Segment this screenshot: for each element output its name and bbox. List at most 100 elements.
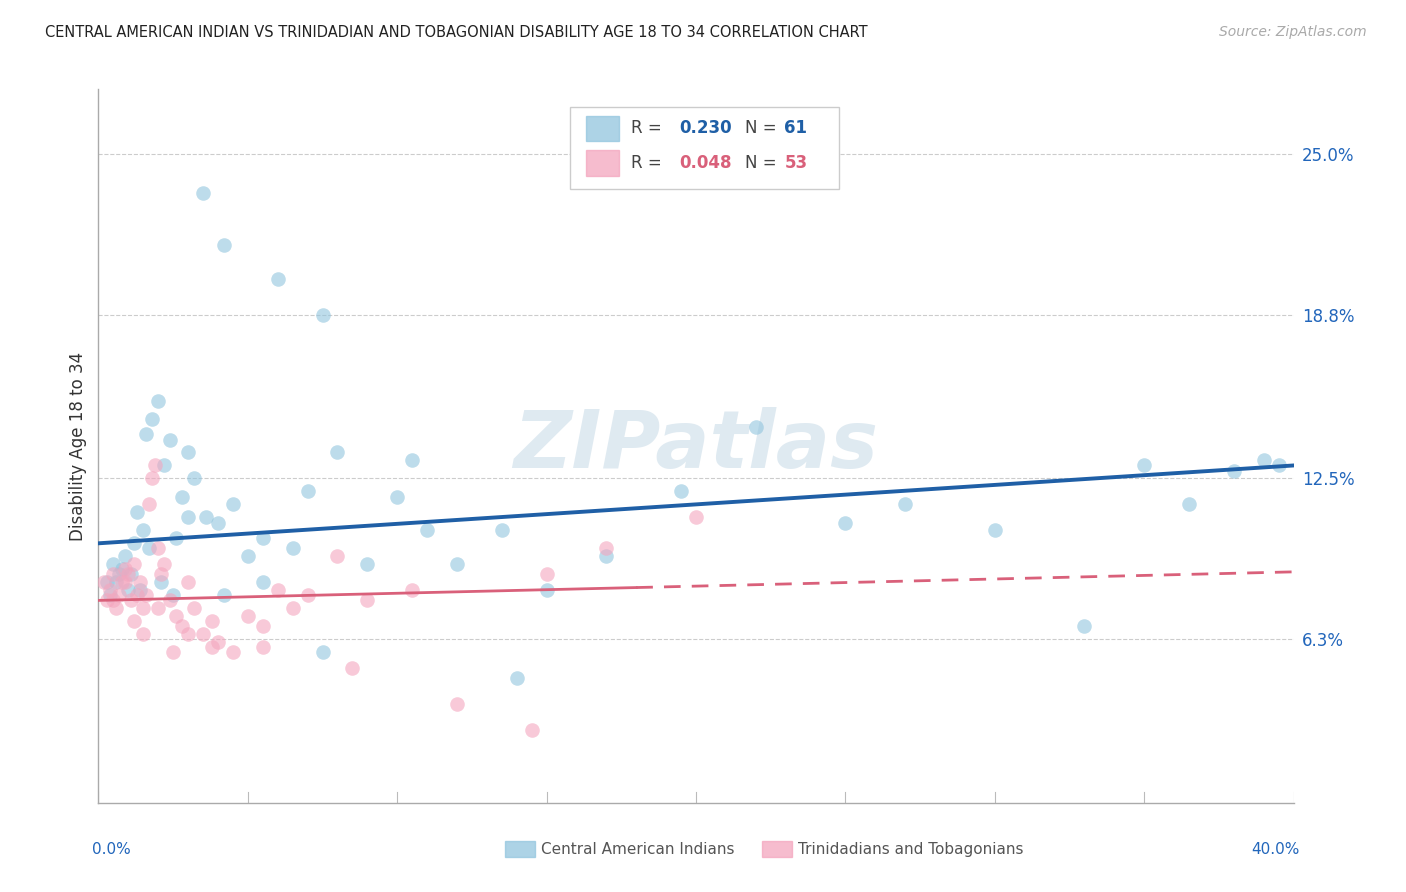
Bar [762,841,792,857]
Text: ZIPatlas: ZIPatlas [513,407,879,485]
Text: Source: ZipAtlas.com: Source: ZipAtlas.com [1219,25,1367,39]
Bar [586,150,620,176]
Point [745,419,768,434]
Point [281,601,304,615]
Point [108,567,131,582]
Point [446,557,468,571]
Point [165,609,187,624]
Point [297,588,319,602]
Point [135,427,157,442]
Point [172,619,194,633]
Point [222,497,245,511]
Point [191,627,214,641]
Point [124,557,146,571]
Point [138,497,160,511]
Point [135,588,157,602]
Point [177,627,200,641]
Point [342,661,364,675]
Point [159,593,181,607]
Point [212,238,235,252]
Point [1267,458,1289,473]
Point [127,505,149,519]
Point [183,601,205,615]
Point [127,588,149,602]
Point [311,645,333,659]
Point [177,445,200,459]
Point [141,471,163,485]
Point [416,524,439,538]
Point [108,588,131,602]
Bar [505,841,534,857]
Point [401,453,423,467]
Point [117,582,139,597]
Point [96,575,118,590]
Point [153,557,176,571]
Point [201,640,224,654]
Text: 61: 61 [785,120,807,137]
Point [148,541,170,556]
Point [201,614,224,628]
Text: CENTRAL AMERICAN INDIAN VS TRINIDADIAN AND TOBAGONIAN DISABILITY AGE 18 TO 34 CO: CENTRAL AMERICAN INDIAN VS TRINIDADIAN A… [45,25,868,40]
Point [111,575,134,590]
Point [297,484,319,499]
Point [165,531,187,545]
Text: 0.0%: 0.0% [93,842,131,857]
Point [120,593,142,607]
Point [595,541,617,556]
Point [105,575,128,590]
Point [124,536,146,550]
Point [222,645,245,659]
Point [401,582,423,597]
Text: R =: R = [631,120,668,137]
Point [129,575,152,590]
Point [132,601,155,615]
Point [207,635,229,649]
Point [103,567,125,582]
Point [252,619,274,633]
Point [491,524,513,538]
Point [385,490,409,504]
Text: N =: N = [745,153,782,171]
Point [506,671,529,685]
Point [595,549,617,564]
Point [252,575,274,590]
Point [212,588,235,602]
Text: 0.048: 0.048 [679,153,731,171]
Point [685,510,707,524]
Point [536,582,558,597]
Point [1253,453,1275,467]
Point [114,575,136,590]
Point [1133,458,1156,473]
Point [162,645,184,659]
Point [105,601,128,615]
Point [114,549,136,564]
Point [267,271,290,285]
Text: 53: 53 [785,153,807,171]
Text: Trinidadians and Tobagonians: Trinidadians and Tobagonians [797,842,1024,856]
Point [356,593,378,607]
Bar [586,116,620,141]
Y-axis label: Disability Age 18 to 34: Disability Age 18 to 34 [69,351,87,541]
Point [132,627,155,641]
Point [834,516,856,530]
Point [236,609,259,624]
Point [114,562,136,576]
Point [150,575,173,590]
Text: 0.230: 0.230 [679,120,733,137]
Point [191,186,214,200]
Point [141,411,163,425]
Point [98,588,122,602]
Point [98,582,122,597]
Point [536,567,558,582]
Point [1178,497,1201,511]
Point [183,471,205,485]
Point [96,593,118,607]
Point [326,549,349,564]
Point [172,490,194,504]
Point [117,567,139,582]
Point [159,433,181,447]
Point [326,445,349,459]
Point [143,458,166,473]
Point [103,557,125,571]
Point [281,541,304,556]
